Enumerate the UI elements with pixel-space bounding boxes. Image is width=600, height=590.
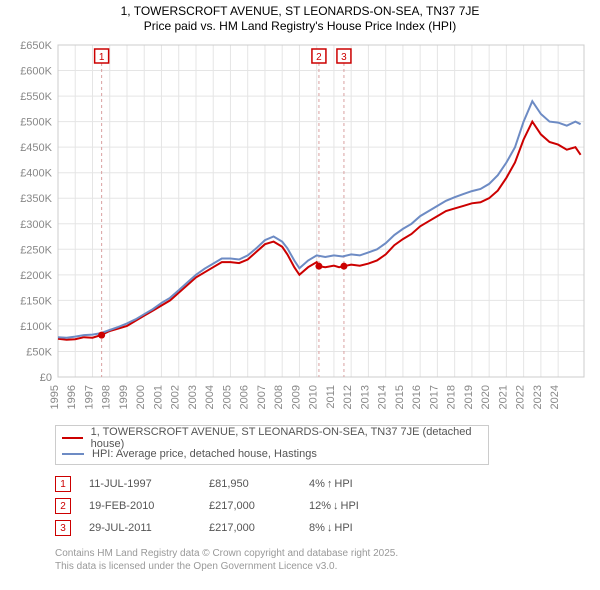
svg-text:£50K: £50K (26, 346, 52, 358)
svg-text:3: 3 (341, 52, 347, 63)
svg-text:2006: 2006 (239, 385, 251, 409)
svg-text:2009: 2009 (290, 385, 302, 409)
arrow-down-icon: ↓ (327, 522, 333, 534)
svg-text:£600K: £600K (20, 66, 52, 78)
footer-line-2: This data is licensed under the Open Gov… (55, 560, 600, 573)
transaction-diff: 12%↓ HPI (309, 500, 429, 512)
transaction-date: 11-JUL-1997 (89, 478, 209, 490)
line-chart: £0 £50K £100K £150K £200K £250K £300K £350K £400… (10, 37, 590, 417)
legend-item: 1, TOWERSCROFT AVENUE, ST LEONARDS-ON-SE… (62, 430, 482, 446)
svg-text:£300K: £300K (20, 219, 52, 231)
diff-percent: 12% (309, 500, 331, 512)
svg-text:2016: 2016 (411, 385, 423, 409)
title-line-1: 1, TOWERSCROFT AVENUE, ST LEONARDS-ON-SE… (0, 4, 600, 18)
svg-text:£400K: £400K (20, 168, 52, 180)
transaction-marker: 2 (55, 498, 71, 514)
svg-text:1996: 1996 (66, 385, 78, 409)
diff-suffix: HPI (334, 522, 352, 534)
svg-text:2015: 2015 (394, 385, 406, 409)
transaction-price: £217,000 (209, 500, 309, 512)
transaction-price: £81,950 (209, 478, 309, 490)
transaction-row: 1 11-JUL-1997£81,9504%↑ HPI (55, 473, 525, 495)
legend-swatch (62, 453, 84, 455)
svg-text:2003: 2003 (187, 385, 199, 409)
transactions-table: 1 11-JUL-1997£81,9504%↑ HPI 2 19-FEB-2010£2… (55, 473, 525, 539)
diff-percent: 8% (309, 522, 325, 534)
svg-text:2013: 2013 (359, 385, 371, 409)
legend: 1, TOWERSCROFT AVENUE, ST LEONARDS-ON-SE… (55, 425, 489, 465)
transaction-date: 29-JUL-2011 (89, 522, 209, 534)
svg-text:£0: £0 (40, 372, 52, 384)
diff-suffix: HPI (341, 500, 359, 512)
svg-text:£500K: £500K (20, 117, 52, 129)
transaction-row: 3 29-JUL-2011£217,0008%↓ HPI (55, 517, 525, 539)
svg-text:2005: 2005 (221, 385, 233, 409)
transaction-diff: 4%↑ HPI (309, 478, 429, 490)
svg-text:2021: 2021 (497, 385, 509, 409)
svg-text:2012: 2012 (342, 385, 354, 409)
arrow-down-icon: ↓ (333, 500, 339, 512)
svg-text:1998: 1998 (101, 385, 113, 409)
title-line-2: Price paid vs. HM Land Registry's House … (0, 19, 600, 33)
svg-text:£450K: £450K (20, 142, 52, 154)
transaction-diff: 8%↓ HPI (309, 522, 429, 534)
legend-swatch (62, 437, 83, 439)
svg-text:2023: 2023 (532, 385, 544, 409)
svg-text:1995: 1995 (49, 385, 61, 409)
svg-text:£550K: £550K (20, 91, 52, 103)
svg-text:2010: 2010 (308, 385, 320, 409)
svg-text:2014: 2014 (377, 385, 389, 409)
chart-area: £0 £50K £100K £150K £200K £250K £300K £350K £400… (10, 37, 590, 417)
arrow-up-icon: ↑ (327, 478, 333, 490)
svg-text:£200K: £200K (20, 270, 52, 282)
diff-percent: 4% (309, 478, 325, 490)
legend-label: 1, TOWERSCROFT AVENUE, ST LEONARDS-ON-SE… (91, 426, 482, 450)
footer-line-1: Contains HM Land Registry data © Crown c… (55, 547, 600, 560)
svg-text:1: 1 (99, 52, 105, 63)
svg-text:£350K: £350K (20, 193, 52, 205)
svg-text:2011: 2011 (325, 385, 337, 409)
svg-text:£650K: £650K (20, 40, 52, 52)
svg-text:£150K: £150K (20, 295, 52, 307)
transaction-marker: 1 (55, 476, 71, 492)
titles: 1, TOWERSCROFT AVENUE, ST LEONARDS-ON-SE… (0, 0, 600, 33)
svg-text:2001: 2001 (152, 385, 164, 409)
transaction-price: £217,000 (209, 522, 309, 534)
chart-container: 1, TOWERSCROFT AVENUE, ST LEONARDS-ON-SE… (0, 0, 600, 590)
svg-text:2020: 2020 (480, 385, 492, 409)
diff-suffix: HPI (334, 478, 352, 490)
svg-text:1999: 1999 (118, 385, 130, 409)
svg-text:2008: 2008 (273, 385, 285, 409)
svg-text:2019: 2019 (463, 385, 475, 409)
svg-text:2004: 2004 (204, 385, 216, 409)
svg-text:2017: 2017 (428, 385, 440, 409)
svg-text:2007: 2007 (256, 385, 268, 409)
svg-text:2024: 2024 (549, 385, 561, 409)
svg-text:£250K: £250K (20, 244, 52, 256)
svg-text:2022: 2022 (515, 385, 527, 409)
transaction-date: 19-FEB-2010 (89, 500, 209, 512)
svg-text:2000: 2000 (135, 385, 147, 409)
svg-text:£100K: £100K (20, 321, 52, 333)
svg-text:2: 2 (316, 52, 322, 63)
transaction-marker: 3 (55, 520, 71, 536)
legend-label: HPI: Average price, detached house, Hast… (92, 448, 317, 460)
svg-text:2002: 2002 (170, 385, 182, 409)
svg-text:2018: 2018 (446, 385, 458, 409)
svg-text:1997: 1997 (83, 385, 95, 409)
transaction-row: 2 19-FEB-2010£217,00012%↓ HPI (55, 495, 525, 517)
footer: Contains HM Land Registry data © Crown c… (55, 547, 600, 573)
